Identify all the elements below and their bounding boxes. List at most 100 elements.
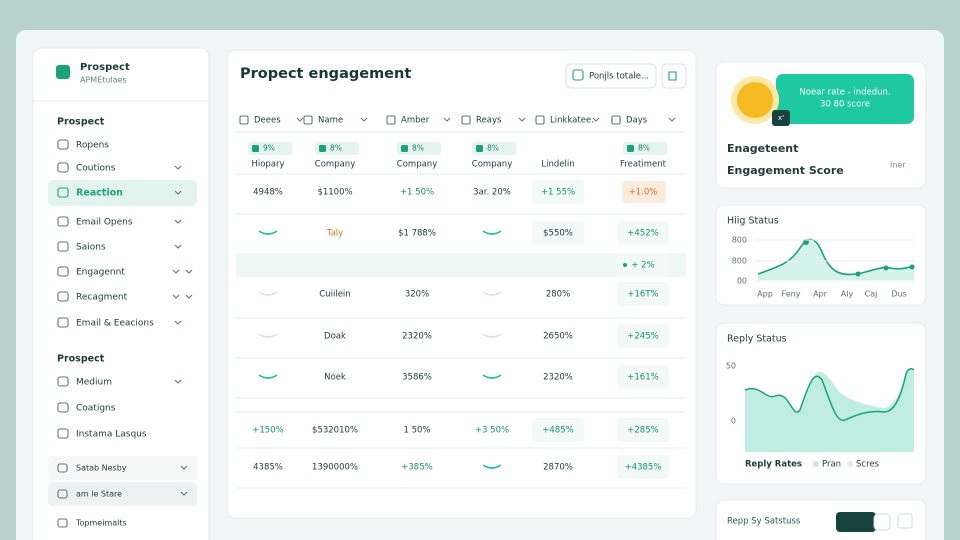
- bottom-button[interactable]: [836, 512, 876, 532]
- score-title: Engagement Score: [727, 164, 844, 177]
- extra-item-bg: [48, 482, 197, 506]
- cell-bg: [617, 418, 669, 442]
- y-tick-label: 0: [731, 417, 736, 426]
- cell: Doak: [324, 332, 346, 342]
- nav-item[interactable]: Instama Lasqus: [76, 430, 147, 440]
- cell-bg: [617, 324, 669, 348]
- status-arc: [482, 333, 502, 338]
- nav-item[interactable]: Reaction: [76, 188, 123, 199]
- filter-button[interactable]: [565, 63, 657, 89]
- status-point: [855, 271, 861, 277]
- column-icon: [239, 115, 249, 125]
- legend-item: Pran: [822, 460, 841, 470]
- cell: 4948%: [253, 188, 283, 198]
- cell-bg: [617, 221, 669, 245]
- legend-dot: [813, 461, 819, 467]
- nav-item[interactable]: Recagment: [76, 293, 128, 303]
- row-dot: [623, 263, 627, 267]
- bottom-title: Repp Sy Satstuss: [727, 517, 801, 527]
- bottom-icon-button[interactable]: [873, 513, 891, 531]
- chevron: [172, 269, 180, 274]
- badge-text: 8%: [412, 144, 424, 153]
- status-arc: [258, 333, 278, 338]
- legend-dot: [847, 461, 853, 467]
- column-header[interactable]: Amber: [401, 116, 430, 126]
- banner-score: 30 80 score: [820, 100, 870, 110]
- cell: +161%: [627, 373, 658, 383]
- cell-bg: [617, 282, 669, 306]
- status-arc: [482, 291, 502, 296]
- item-icon: [57, 518, 68, 528]
- cell: $532010%: [312, 426, 358, 436]
- cell: 320%: [405, 290, 429, 300]
- cell: 2320%: [402, 332, 432, 342]
- x-tick-label: Caj: [865, 290, 878, 299]
- item-icon: [57, 139, 69, 150]
- nav-item[interactable]: Email & Eeacions: [76, 319, 154, 329]
- column-header[interactable]: Days: [626, 116, 648, 126]
- cell-bg: [532, 180, 584, 204]
- cell: 2650%: [543, 332, 573, 342]
- column-icon: [611, 115, 621, 125]
- status-arc: [482, 464, 502, 469]
- column-header[interactable]: Name: [318, 116, 343, 126]
- nav-item[interactable]: am le Stare: [76, 490, 122, 499]
- nav-item[interactable]: Coatigns: [76, 404, 116, 414]
- cell: 1390000%: [312, 463, 358, 473]
- brand: Prospect: [80, 62, 130, 73]
- badge-check: [252, 145, 259, 152]
- score-icon: [737, 82, 773, 118]
- cell: +285%: [627, 426, 658, 436]
- cell: $1100%: [317, 188, 352, 198]
- chevron: [443, 117, 451, 122]
- badge: [248, 142, 292, 155]
- x-tick-label: App: [757, 290, 773, 299]
- item-icon: [57, 162, 69, 173]
- cell: +150%: [252, 426, 283, 436]
- badge-check: [627, 145, 634, 152]
- nav-item[interactable]: Email Opens: [76, 218, 133, 228]
- brand-subtitle: APMEtulaes: [80, 76, 127, 85]
- chevron: [518, 117, 526, 122]
- cell: Noek: [324, 373, 346, 383]
- bottom-checkbox[interactable]: [897, 513, 913, 529]
- status-arc: [482, 374, 502, 379]
- nav-item[interactable]: Medium: [76, 378, 112, 388]
- cell-bg: [617, 253, 669, 277]
- highlight-row: [236, 255, 686, 275]
- badge-text: x': [778, 114, 784, 122]
- item-icon: [57, 266, 69, 277]
- chevron: [174, 379, 182, 384]
- section-title: Prospect: [57, 117, 105, 128]
- badge-text: 9%: [263, 144, 275, 153]
- nav-item[interactable]: Engagennt: [76, 268, 125, 278]
- nav-item[interactable]: Topmeimalts: [75, 519, 127, 528]
- export-button[interactable]: [661, 63, 687, 89]
- column-sublabel: Company: [315, 160, 355, 170]
- score-link[interactable]: Iner: [890, 161, 906, 170]
- cell: 1 50%: [403, 426, 430, 436]
- column-sublabel: Company: [397, 160, 437, 170]
- chevron: [185, 294, 193, 299]
- chevron: [180, 465, 188, 470]
- column-header[interactable]: Reays: [476, 116, 502, 126]
- nav-item[interactable]: Ropens: [76, 141, 109, 151]
- reply-area: [745, 368, 914, 452]
- cell-bg: [617, 455, 669, 479]
- column-header[interactable]: Linkkatee.: [550, 116, 594, 126]
- badge: [623, 142, 667, 155]
- cell: 3586%: [402, 373, 432, 383]
- cell: 2870%: [543, 463, 573, 473]
- item-icon: [57, 187, 69, 198]
- nav-item[interactable]: Saions: [76, 243, 106, 253]
- badge-text: 8%: [638, 144, 650, 153]
- column-header[interactable]: Deees: [254, 116, 281, 126]
- nav-item[interactable]: Satab Nesby: [76, 464, 127, 473]
- item-icon: [57, 463, 68, 473]
- item-icon: [57, 291, 69, 302]
- sidebar: [32, 47, 210, 540]
- nav-item[interactable]: Coutions: [76, 164, 116, 174]
- chevron: [172, 294, 180, 299]
- filter-button-label[interactable]: Ponjls totale...: [589, 72, 649, 82]
